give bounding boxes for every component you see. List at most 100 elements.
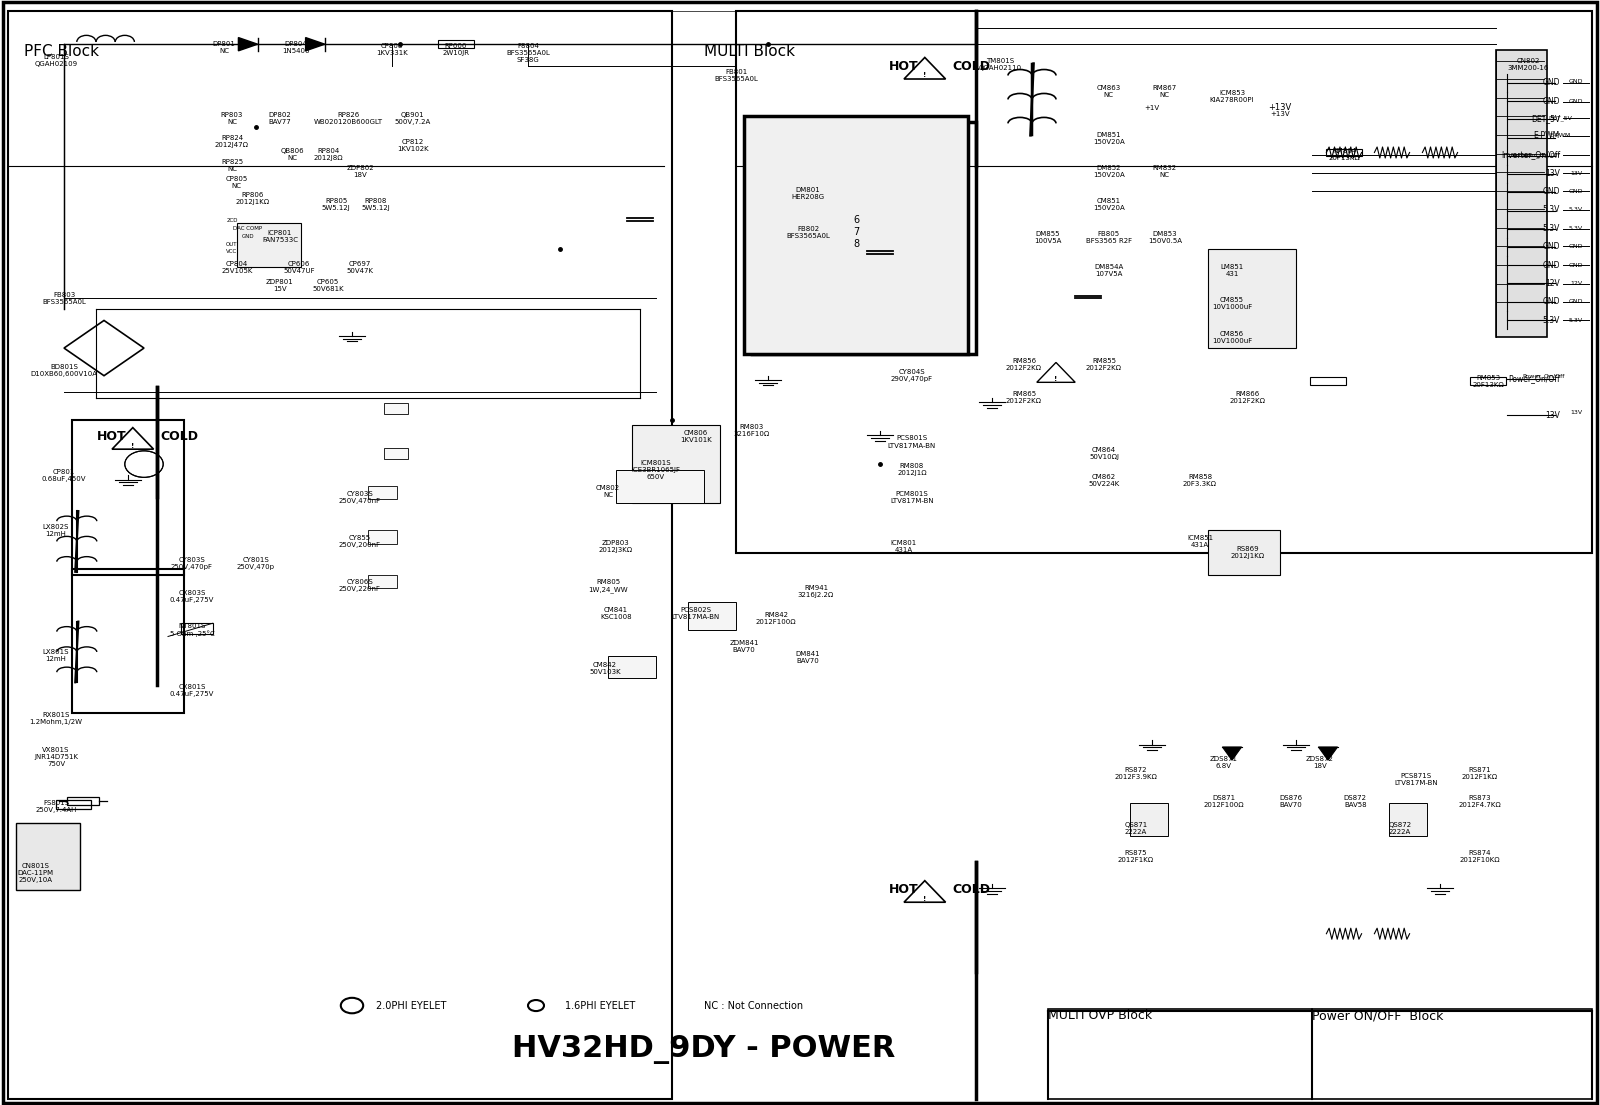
Text: CM863
NC: CM863 NC: [1096, 85, 1122, 98]
Text: PCS801S
LTV817MA-BN: PCS801S LTV817MA-BN: [888, 435, 936, 449]
Text: 12V: 12V: [1570, 282, 1582, 286]
Text: DM853
150V0.5A: DM853 150V0.5A: [1147, 231, 1182, 244]
Text: CY803S
250V,470pF: CY803S 250V,470pF: [171, 557, 213, 570]
Text: RM832
NC: RM832 NC: [1152, 165, 1178, 178]
Text: PCS802S
LTV817MA-BN: PCS802S LTV817MA-BN: [672, 607, 720, 620]
Bar: [384, 403, 408, 414]
Text: HOT: HOT: [890, 883, 918, 896]
Text: CX801S
0.47uF,275V: CX801S 0.47uF,275V: [170, 684, 214, 697]
Bar: [384, 448, 408, 459]
Text: CY855
250V,200nF: CY855 250V,200nF: [339, 535, 381, 548]
Text: RM866
2012F2KΩ: RM866 2012F2KΩ: [1230, 391, 1266, 404]
Text: GND: GND: [1542, 187, 1560, 196]
Text: RM865
2012F2KΩ: RM865 2012F2KΩ: [1006, 391, 1042, 404]
Text: !: !: [131, 443, 134, 449]
Text: DET_5V: DET_5V: [1531, 114, 1560, 123]
Text: FB802
BFS3565A0L: FB802 BFS3565A0L: [786, 225, 830, 239]
Text: CM851
150V20A: CM851 150V20A: [1093, 198, 1125, 211]
Text: HV32HD_9DY - POWER: HV32HD_9DY - POWER: [512, 1035, 896, 1064]
Bar: [688, 602, 736, 630]
Text: ICM801
431A: ICM801 431A: [891, 540, 917, 554]
Text: COLD: COLD: [952, 60, 990, 73]
Text: DM854A
107V5A: DM854A 107V5A: [1094, 264, 1123, 277]
Text: DS871
2012F100Ω: DS871 2012F100Ω: [1203, 794, 1245, 808]
Text: VCC: VCC: [226, 250, 238, 254]
Text: RP606
2W10JR: RP606 2W10JR: [443, 43, 469, 56]
Text: F8804
BFS3565A0L
SF38G: F8804 BFS3565A0L SF38G: [506, 43, 550, 63]
Text: DP802
BAV77: DP802 BAV77: [269, 112, 291, 125]
Text: ZDS872
18V: ZDS872 18V: [1306, 756, 1334, 769]
Text: RS869
2012J1KΩ: RS869 2012J1KΩ: [1230, 546, 1266, 559]
Text: GND: GND: [1542, 97, 1560, 106]
Polygon shape: [1318, 747, 1338, 760]
Text: 5.3V: 5.3V: [1542, 206, 1560, 214]
Text: CY804S
290V,470pF: CY804S 290V,470pF: [891, 369, 933, 382]
Bar: [1048, 1009, 1312, 1099]
Text: +13V: +13V: [1269, 104, 1291, 113]
Text: CY806S
250V,220nF: CY806S 250V,220nF: [339, 579, 381, 592]
Text: GND: GND: [1542, 242, 1560, 251]
Text: FB803
BFS3565A0L: FB803 BFS3565A0L: [42, 292, 86, 305]
Text: RM858
20F3.3KΩ: RM858 20F3.3KΩ: [1182, 474, 1218, 487]
Text: RM842
2012F100Ω: RM842 2012F100Ω: [755, 612, 797, 625]
Text: ICM801S
ICE3BR1065JF
650V: ICM801S ICE3BR1065JF 650V: [632, 460, 680, 480]
Text: HOT: HOT: [98, 430, 126, 443]
Text: RP805
5W5.12J: RP805 5W5.12J: [322, 198, 350, 211]
Text: +1V: +1V: [1144, 105, 1160, 112]
Text: ICP801
FAN7533C: ICP801 FAN7533C: [262, 230, 298, 243]
Text: RM941
3216J2.2Ω: RM941 3216J2.2Ω: [798, 585, 834, 598]
Text: 13V: 13V: [1546, 169, 1560, 178]
Text: RS873
2012F4.7KΩ: RS873 2012F4.7KΩ: [1459, 794, 1501, 808]
Text: DP801
NC: DP801 NC: [213, 41, 235, 54]
Text: DAC COMP: DAC COMP: [234, 227, 262, 231]
Text: PCM801S
LTV817M-BN: PCM801S LTV817M-BN: [890, 491, 934, 504]
Bar: [1496, 50, 1547, 337]
Text: CP812
1KV102K: CP812 1KV102K: [397, 139, 429, 152]
Bar: [608, 656, 656, 678]
Text: HOT: HOT: [890, 60, 918, 73]
Text: GND: GND: [1568, 80, 1584, 84]
Text: CM856
10V1000uF: CM856 10V1000uF: [1211, 330, 1253, 344]
Text: GND: GND: [1542, 78, 1560, 87]
Text: GND: GND: [1568, 263, 1584, 267]
Polygon shape: [306, 38, 325, 51]
Text: RM856
2012F2KΩ: RM856 2012F2KΩ: [1006, 358, 1042, 371]
Text: MULTI OVP Block: MULTI OVP Block: [1048, 1009, 1152, 1022]
Text: DET_5V: DET_5V: [1549, 115, 1571, 122]
Text: RM805
1W,24_WW: RM805 1W,24_WW: [589, 579, 627, 592]
Text: 5.3V: 5.3V: [1542, 316, 1560, 325]
Text: PFC Block: PFC Block: [24, 44, 99, 60]
Text: ZDP802
18V: ZDP802 18V: [346, 165, 374, 178]
Text: CY801S
250V,470p: CY801S 250V,470p: [237, 557, 275, 570]
Text: Inverter_On/Off: Inverter_On/Off: [1512, 151, 1560, 158]
Text: Power_On/Off: Power_On/Off: [1509, 375, 1560, 383]
Bar: [237, 223, 301, 267]
Text: RP824
2012J47Ω: RP824 2012J47Ω: [214, 135, 250, 148]
Bar: [72, 420, 184, 575]
Text: ZDM841
BAV70: ZDM841 BAV70: [730, 640, 758, 653]
Bar: [1310, 377, 1346, 385]
Text: 1.6PHI EYELET: 1.6PHI EYELET: [565, 1000, 635, 1011]
Text: RS871
2012F1KΩ: RS871 2012F1KΩ: [1462, 767, 1498, 780]
Text: TM801S
QGAH02110: TM801S QGAH02110: [979, 57, 1021, 71]
Text: DM801
HER208G: DM801 HER208G: [792, 187, 824, 200]
Text: RM867
NC: RM867 NC: [1152, 85, 1178, 98]
Text: 5.3V: 5.3V: [1570, 208, 1582, 212]
Bar: [1499, 55, 1544, 332]
Text: GND: GND: [242, 234, 254, 239]
Text: 12V: 12V: [1546, 280, 1560, 288]
Text: QB806
NC: QB806 NC: [282, 148, 304, 161]
Text: CN801S
DAC-11PM
250V,10A: CN801S DAC-11PM 250V,10A: [18, 863, 53, 883]
Text: QS872
2222A: QS872 2222A: [1389, 822, 1411, 835]
Text: RS875
2012F1KΩ: RS875 2012F1KΩ: [1118, 850, 1154, 863]
Text: GND: GND: [1568, 299, 1584, 304]
Text: DS876
BAV70: DS876 BAV70: [1280, 794, 1302, 808]
Bar: [632, 425, 720, 503]
Text: CM842
50V103K: CM842 50V103K: [589, 662, 621, 675]
Bar: [1389, 803, 1427, 836]
Text: RP808
5W5.12J: RP808 5W5.12J: [362, 198, 390, 211]
Text: FB801
BFS3565A0L: FB801 BFS3565A0L: [714, 69, 758, 82]
Bar: [1312, 1009, 1592, 1099]
Text: RM864
20F13KΩ: RM864 20F13KΩ: [1328, 148, 1360, 161]
Text: RS872
2012F3.9KΩ: RS872 2012F3.9KΩ: [1115, 767, 1157, 780]
